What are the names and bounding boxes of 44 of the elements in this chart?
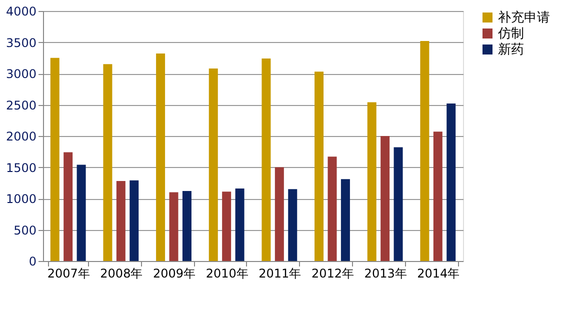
bar: [182, 191, 192, 261]
x-tick-label: 2014年: [417, 266, 460, 280]
legend-label: 新药: [498, 42, 524, 58]
x-tick-label: 2010年: [206, 266, 248, 280]
bar: [169, 192, 178, 261]
y-tick-label: 3000: [6, 67, 36, 81]
y-tick-label: 1500: [6, 160, 36, 175]
x-tick-label: 2012年: [311, 266, 354, 280]
bar: [340, 179, 350, 261]
bar: [208, 68, 218, 261]
x-tick-label: 2013年: [364, 266, 407, 280]
y-tick-label: 3500: [6, 36, 36, 50]
bar: [130, 180, 139, 261]
y-tick-label: 2000: [6, 130, 36, 144]
bar: [328, 156, 337, 261]
bar: [235, 188, 244, 261]
x-tick-label: 2008年: [100, 266, 143, 280]
bar: [288, 189, 298, 261]
legend-label: 补充申请: [498, 10, 550, 26]
y-tick-label: 0: [28, 254, 36, 268]
x-tick-label: 2007年: [47, 266, 90, 280]
bar: [116, 181, 126, 261]
bar: [64, 152, 73, 261]
x-tick-label: 2009年: [152, 266, 196, 280]
bar: [50, 58, 60, 261]
y-tick-label: 1000: [6, 192, 36, 206]
bar: [103, 64, 112, 261]
y-tick-label: 2500: [6, 98, 36, 112]
bar: [380, 136, 390, 261]
bar: [76, 164, 86, 261]
bar: [262, 58, 271, 261]
bar: [156, 54, 166, 261]
bar: [420, 41, 430, 261]
x-tick-label: 2011年: [258, 266, 302, 280]
legend-label: 仿制: [497, 26, 524, 42]
bar: [314, 72, 324, 261]
bar: [394, 147, 403, 261]
bar: [367, 102, 376, 261]
bar: [274, 167, 284, 261]
y-tick-label: 4000: [6, 4, 36, 18]
bar: [222, 192, 232, 261]
y-tick-label: 500: [14, 223, 36, 238]
bar: [433, 132, 442, 261]
bar: [446, 104, 456, 261]
